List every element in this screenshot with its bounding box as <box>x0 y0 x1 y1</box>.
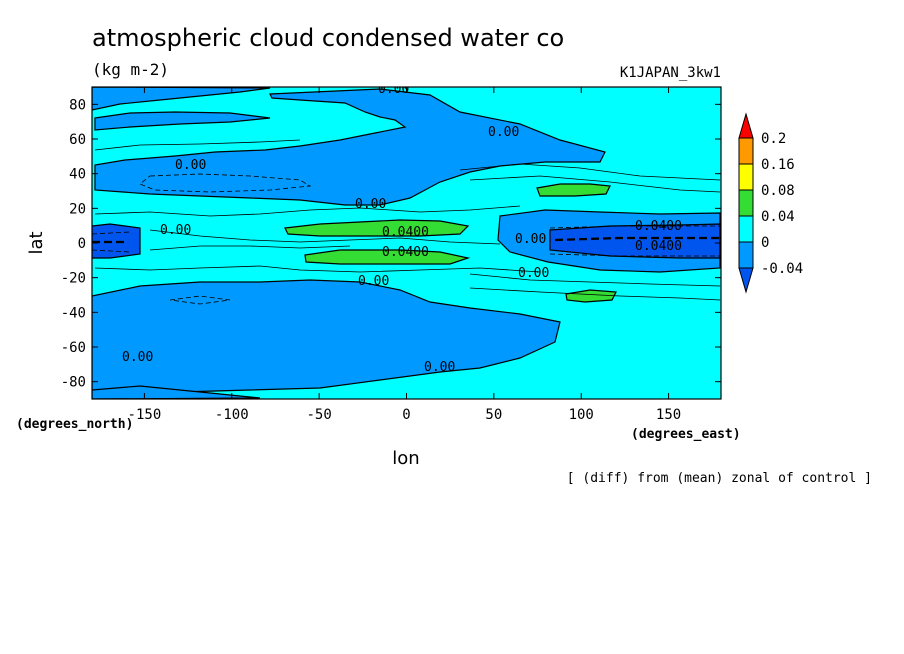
x-tick-label: 150 <box>656 407 681 423</box>
x-units-label: (degrees_east) <box>631 427 741 442</box>
x-tick-label: 0 <box>402 407 410 423</box>
south-negative-region <box>92 279 561 399</box>
contour-label: 0.00 <box>518 266 549 281</box>
contour-line <box>94 265 541 273</box>
y-tick-label: 80 <box>69 97 86 113</box>
contour-line <box>149 245 351 251</box>
contour-line <box>469 175 721 193</box>
colorbar-box <box>738 163 754 191</box>
contour-label: 0.0400 <box>382 225 429 240</box>
units-label: (kg m-2) <box>92 60 169 79</box>
chart-title: atmospheric cloud condensed water co <box>92 24 564 52</box>
colorbar: 0.2 0.16 0.08 0.04 0 -0.04 <box>738 112 803 294</box>
x-axis: -150 -100 -50 0 50 100 150 <box>128 87 681 423</box>
contour-label: 0.00 <box>160 223 191 238</box>
footnote: [ (diff) from (mean) zonal of control ] <box>567 471 872 486</box>
x-tick-label: -100 <box>215 407 249 423</box>
y-tick-label: -80 <box>61 375 86 391</box>
colorbar-box <box>738 241 754 269</box>
contour-label: 0.0400 <box>635 239 682 254</box>
x-tick-label: 50 <box>485 407 502 423</box>
contour-label: 0.00 <box>488 125 519 140</box>
y-tick-label: -40 <box>61 305 86 321</box>
colorbar-label: 0 <box>761 235 769 251</box>
positive-region-north-tropics <box>284 219 470 237</box>
contour-field: 0.00 0.00 0.00 0.00 0.00 0.00 0.00 0.00 … <box>92 82 721 399</box>
dashed-contour <box>92 231 131 235</box>
y-axis: -80 -60 -40 -20 0 20 40 60 80 <box>61 97 721 391</box>
colorbar-label: 0.2 <box>761 131 786 147</box>
north-negative-region <box>94 88 606 206</box>
y-units-label: (degrees_north) <box>16 417 133 432</box>
colorbar-label: 0.04 <box>761 209 795 225</box>
x-tick-label: -150 <box>128 407 162 423</box>
y-tick-label: 60 <box>69 132 86 148</box>
y-tick-label: -60 <box>61 340 86 356</box>
y-tick-label: 40 <box>69 167 86 183</box>
contour-label: 0.00 <box>122 350 153 365</box>
northwest-strip <box>94 111 271 131</box>
x-axis-label: lon <box>392 448 419 469</box>
contour-line <box>469 287 721 301</box>
y-tick-label: -20 <box>61 271 86 287</box>
colorbar-box <box>738 189 754 217</box>
dashed-contour <box>549 253 720 257</box>
y-tick-label: 20 <box>69 201 86 217</box>
contour-line <box>469 273 721 287</box>
dashed-contour <box>139 173 312 193</box>
x-tick-label: 100 <box>569 407 594 423</box>
dashed-contour <box>92 249 131 253</box>
dashed-contour <box>549 225 720 229</box>
y-tick-label: 0 <box>78 236 86 252</box>
contour-line <box>149 229 501 245</box>
colorbar-box <box>738 137 754 165</box>
contour-label: 0.00 <box>355 197 386 212</box>
dashed-contour <box>169 295 231 305</box>
colorbar-box <box>738 215 754 243</box>
contour-line <box>459 163 721 181</box>
contour-label: 0.00 <box>515 232 546 247</box>
colorbar-label: -0.04 <box>761 261 803 277</box>
contour-line <box>94 205 521 217</box>
contour-label: 0.00 <box>424 360 455 375</box>
contour-label: 0.00 <box>358 274 389 289</box>
contour-label: 0.00 <box>378 82 409 97</box>
positive-region-north-pacific <box>536 183 611 197</box>
south-pole-cap <box>92 385 261 399</box>
positive-region-south-tropics <box>304 249 471 265</box>
colorbar-label: 0.16 <box>761 157 795 173</box>
colorbar-label: 0.08 <box>761 183 795 199</box>
contour-line <box>94 139 301 151</box>
contour-label: 0.0400 <box>382 245 429 260</box>
contour-label: 0.00 <box>175 158 206 173</box>
north-pole-cap <box>92 87 271 111</box>
x-tick-label: -50 <box>306 407 331 423</box>
y-axis-label: lat <box>26 231 47 254</box>
colorbar-arrow-max <box>738 112 754 139</box>
colorbar-arrow-min <box>738 267 754 294</box>
positive-region-south-pacific <box>565 289 617 303</box>
model-label: K1JAPAN_3kw1 <box>620 65 721 81</box>
contour-label: 0.0400 <box>635 219 682 234</box>
